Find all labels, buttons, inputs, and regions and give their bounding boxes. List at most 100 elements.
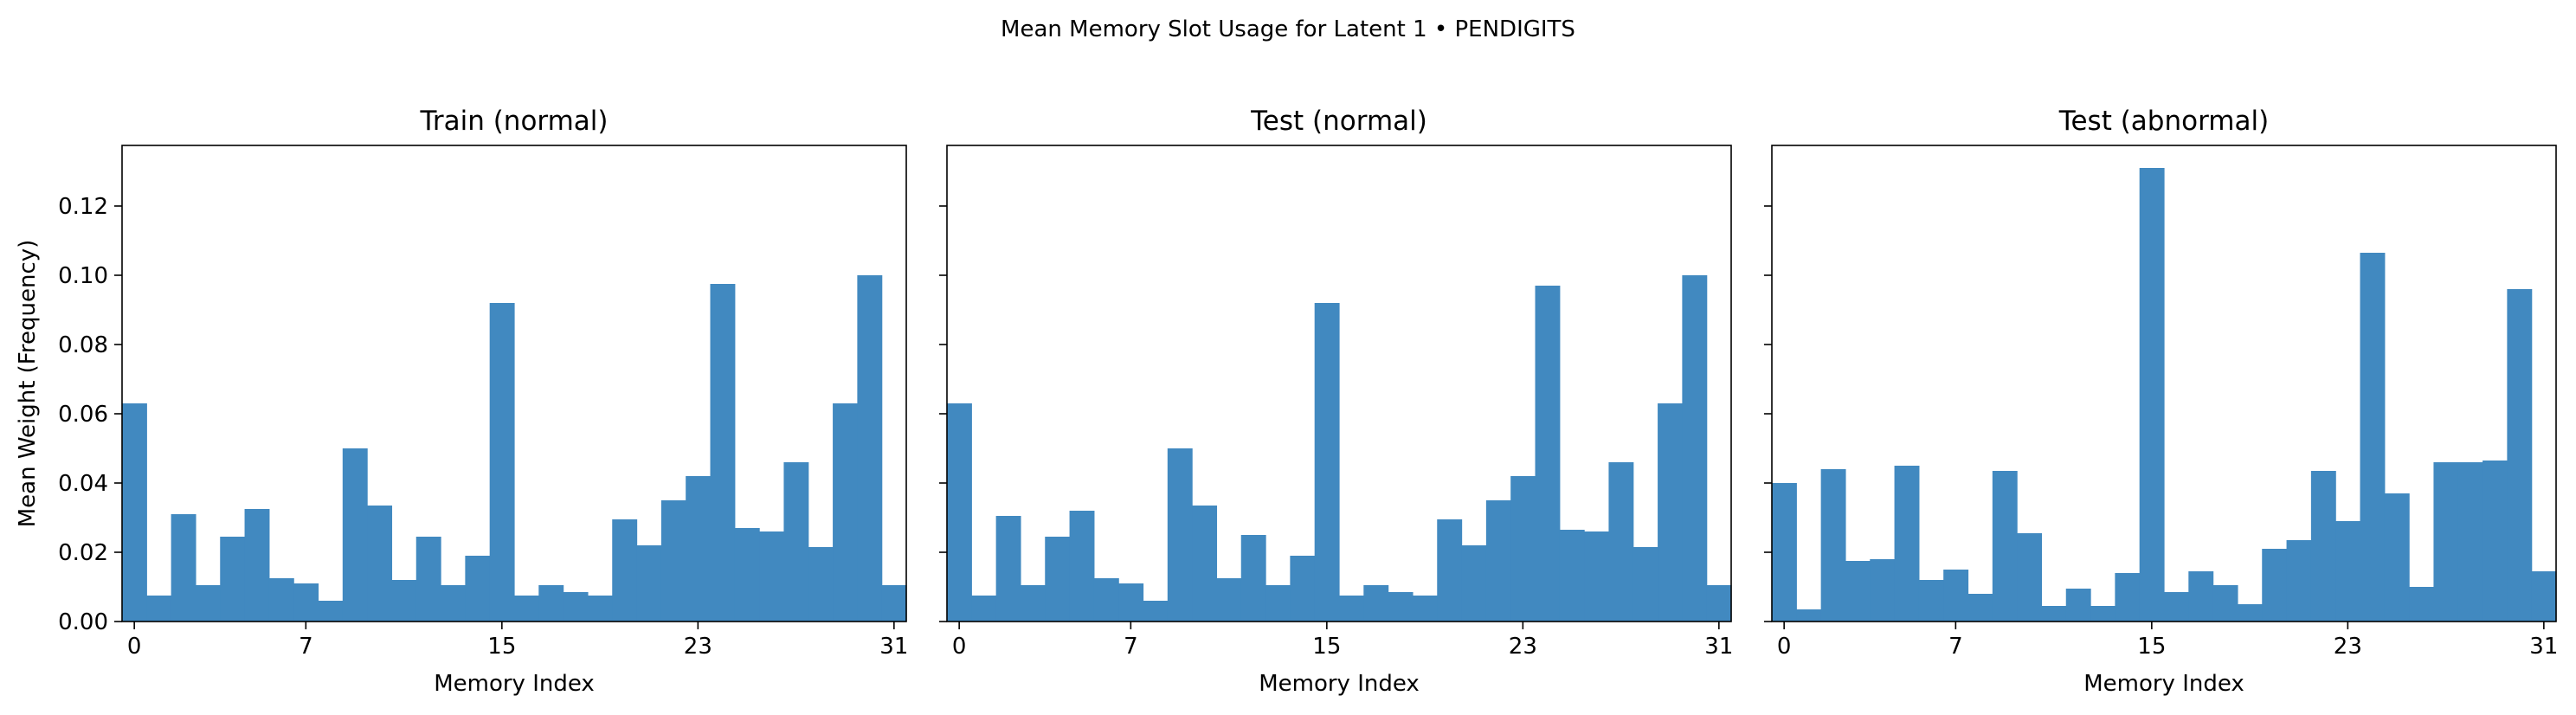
xtick-label-2-7: 7: [1124, 634, 1138, 660]
bar-2-18: [1388, 592, 1414, 622]
bar-3-24: [2360, 253, 2386, 622]
bar-2-4: [1045, 537, 1071, 622]
bar-2-27: [1608, 462, 1634, 622]
bar-1-25: [734, 528, 760, 622]
bar-3-12: [2065, 589, 2091, 622]
bar-3-28: [2457, 462, 2483, 622]
figure-suptitle: Mean Memory Slot Usage for Latent 1 • PE…: [1001, 16, 1575, 42]
bar-3-11: [2041, 606, 2067, 622]
ylabel: Mean Weight (Frequency): [15, 240, 41, 528]
bar-1-5: [244, 509, 270, 622]
xtick-label-2-0: 0: [952, 634, 967, 660]
bar-2-11: [1216, 578, 1242, 622]
axes-frame-3: [1771, 145, 2557, 622]
bar-2-1: [971, 596, 997, 622]
bar-1-28: [808, 547, 834, 622]
bar-1-12: [415, 537, 441, 622]
bar-1-29: [833, 403, 858, 622]
xtick-label-3-23: 23: [2334, 634, 2362, 660]
axes-frame-2: [946, 145, 1732, 622]
bar-3-23: [2335, 521, 2361, 622]
bar-2-30: [1682, 275, 1708, 622]
bar-3-3: [1845, 561, 1871, 622]
bar-1-20: [612, 519, 638, 622]
bar-1-24: [710, 284, 736, 622]
bar-1-13: [441, 585, 466, 622]
bar-2-17: [1363, 585, 1389, 622]
xtick-label-3-31: 31: [2529, 634, 2558, 660]
bar-3-22: [2310, 471, 2336, 622]
bar-1-4: [220, 537, 246, 622]
bar-3-26: [2409, 587, 2435, 622]
bar-3-18: [2212, 585, 2238, 622]
ytick-label-1-0: 0.00: [58, 609, 108, 635]
bar-2-8: [1143, 601, 1169, 622]
xtick-label-1-23: 23: [684, 634, 712, 660]
bar-2-24: [1535, 286, 1561, 622]
bar-2-2: [995, 516, 1021, 622]
xtick-label-1-0: 0: [127, 634, 142, 660]
bar-3-20: [2262, 549, 2288, 622]
bar-3-6: [1918, 580, 1944, 622]
panel-title-2: Test (normal): [1250, 106, 1427, 137]
bar-3-29: [2483, 461, 2508, 622]
bar-2-23: [1510, 476, 1536, 622]
bar-1-21: [636, 545, 662, 622]
ytick-label-1-4: 0.08: [58, 332, 108, 358]
bar-3-27: [2433, 462, 2459, 622]
bar-1-27: [783, 462, 809, 622]
bar-3-21: [2286, 540, 2312, 622]
bar-1-31: [881, 585, 907, 622]
bar-3-2: [1820, 469, 1846, 622]
ytick-label-1-1: 0.02: [58, 540, 108, 566]
panel-2: Test (normal) 0 7 15 23 31 Memory Index: [939, 106, 1733, 697]
xlabel-3: Memory Index: [2083, 671, 2244, 697]
bar-1-17: [538, 585, 564, 622]
bar-3-14: [2115, 573, 2141, 622]
bar-2-19: [1412, 596, 1438, 622]
bar-2-31: [1706, 585, 1732, 622]
bar-3-4: [1870, 559, 1896, 622]
ytick-label-1-5: 0.10: [58, 263, 108, 289]
xlabel-2: Memory Index: [1259, 671, 1420, 697]
panel-title-3: Test (abnormal): [2058, 106, 2269, 137]
bar-2-10: [1192, 506, 1218, 622]
panel-3: Test (abnormal) 0 7 15 23 31 Memory Index: [1764, 106, 2558, 697]
bar-2-7: [1118, 583, 1144, 622]
bar-1-8: [318, 601, 344, 622]
ytick-label-1-6: 0.12: [58, 194, 108, 220]
xtick-label-2-15: 15: [1312, 634, 1341, 660]
xtick-label-2-23: 23: [1509, 634, 1537, 660]
bar-1-30: [857, 275, 883, 622]
xtick-label-3-15: 15: [2137, 634, 2166, 660]
bar-3-1: [1796, 609, 1822, 622]
xtick-label-1-15: 15: [487, 634, 516, 660]
bar-2-6: [1093, 578, 1119, 622]
xtick-label-3-0: 0: [1777, 634, 1792, 660]
bar-2-21: [1461, 545, 1487, 622]
bar-3-25: [2384, 493, 2410, 622]
bar-3-5: [1894, 466, 1920, 622]
bar-2-15: [1314, 303, 1340, 622]
bar-1-22: [660, 500, 686, 622]
bar-3-0: [1772, 483, 1797, 622]
bar-2-0: [947, 403, 972, 622]
bar-1-2: [171, 514, 196, 622]
bar-2-3: [1020, 585, 1046, 622]
bar-3-30: [2507, 289, 2533, 622]
bar-1-16: [514, 596, 539, 622]
bar-1-1: [146, 596, 172, 622]
bar-3-15: [2139, 168, 2165, 622]
bar-2-12: [1240, 535, 1266, 622]
axes-frame-1: [121, 145, 907, 622]
bar-3-10: [2017, 533, 2043, 622]
bar-2-16: [1339, 596, 1364, 622]
bar-3-19: [2237, 604, 2263, 622]
bar-1-10: [367, 506, 393, 622]
bar-2-9: [1167, 448, 1193, 622]
ytick-label-1-3: 0.06: [58, 402, 108, 428]
bar-3-17: [2188, 571, 2214, 622]
bar-3-8: [1967, 594, 1993, 622]
bar-2-26: [1584, 531, 1610, 622]
